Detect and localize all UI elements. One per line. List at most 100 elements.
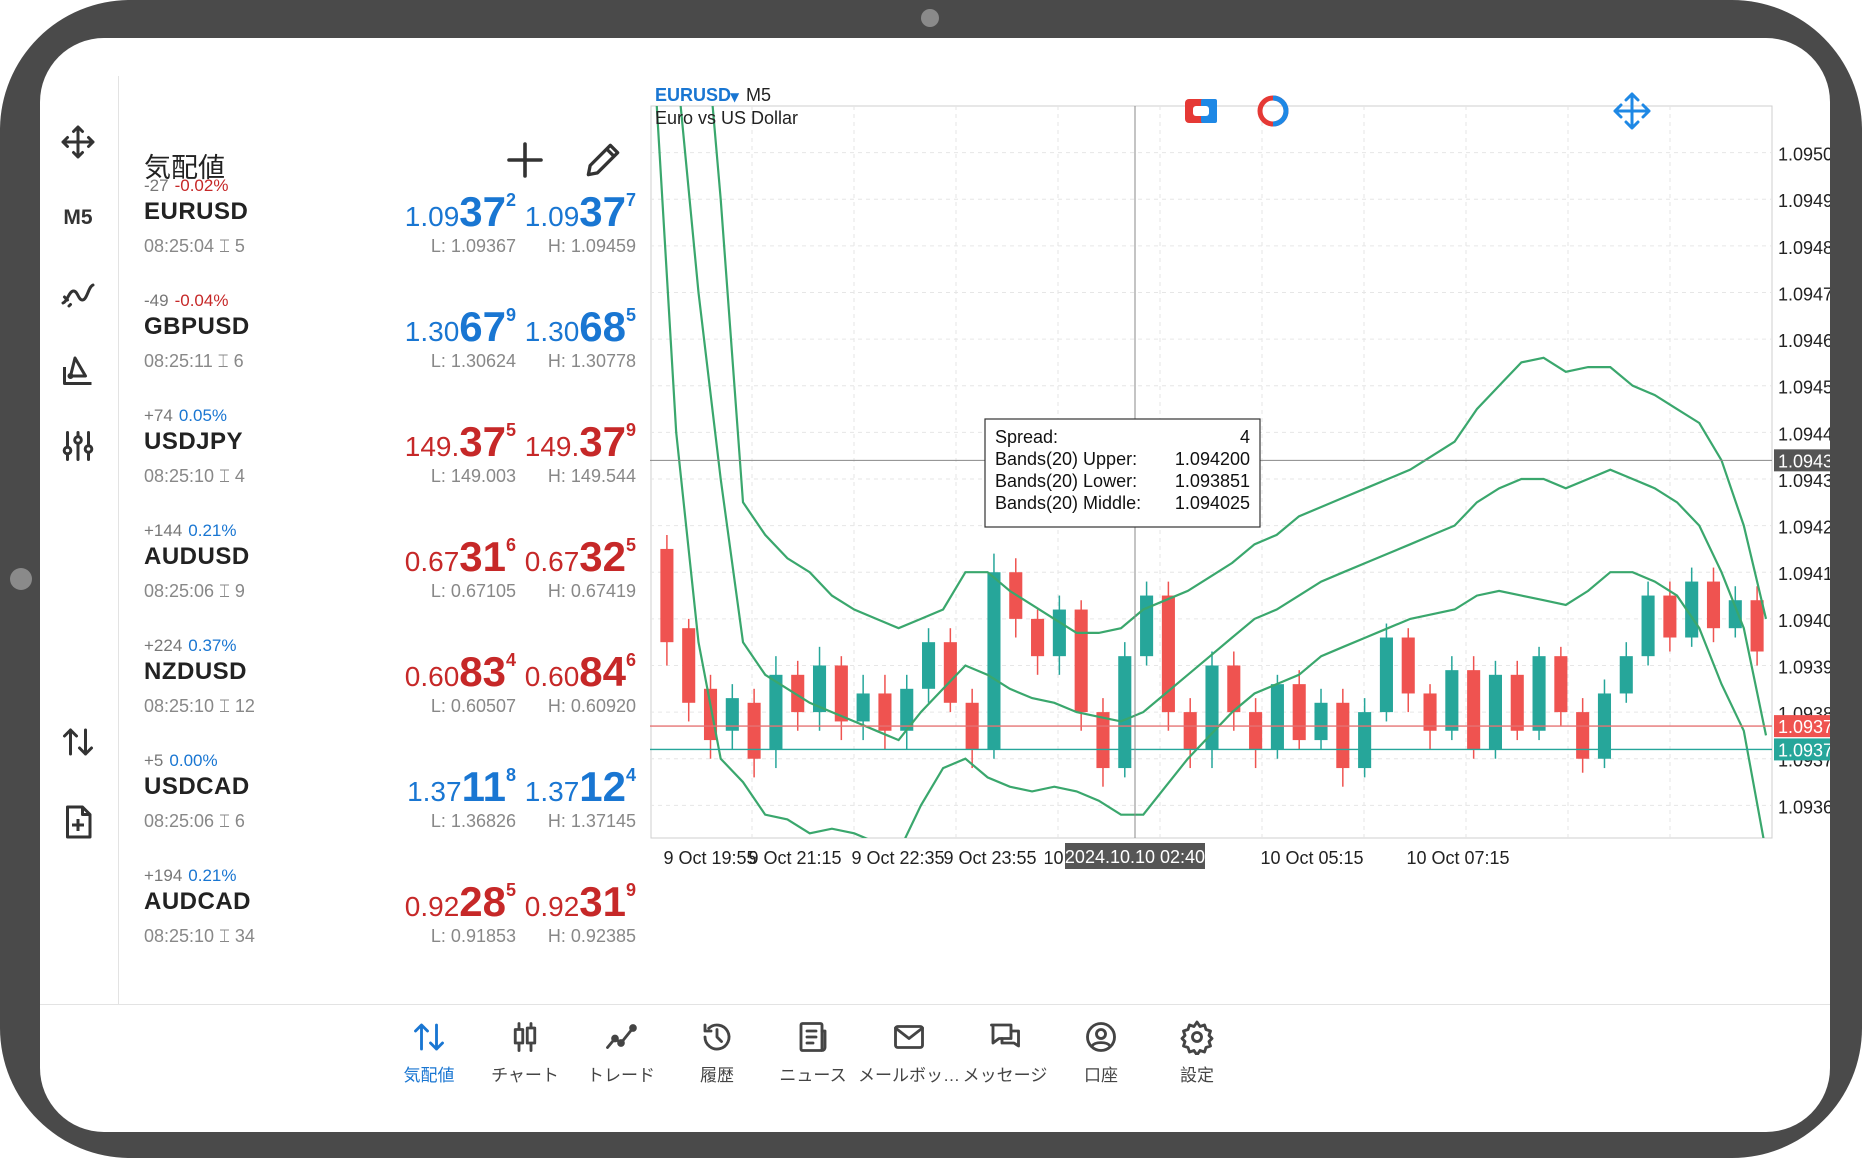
chart-symbol: EURUSD — [655, 85, 731, 105]
chart-area[interactable]: 1.09500 1.09490 1.09480 1.09470 1.09460 1.094… — [650, 76, 1830, 1004]
ask-big: 12 — [579, 763, 626, 810]
x-tick-label: 9 Oct 22:35 — [851, 848, 944, 868]
quote-row-usdjpy[interactable]: +74 0.05% USDJPY 08:25:10 ⌶ 4 149.375 149.379… — [119, 398, 650, 513]
signal-icon-arc — [1272, 95, 1289, 127]
candle-body — [1031, 618, 1045, 657]
bid-price: 0.92285 — [405, 878, 516, 926]
chart-timeframe: M5 — [746, 85, 771, 105]
quote-time: 08:25:10 ⌶ 4 — [144, 466, 245, 487]
nav-news[interactable]: ニュース — [758, 1019, 868, 1086]
nav-settings[interactable]: 設定 — [1142, 1019, 1252, 1086]
ask-pip: 5 — [625, 305, 636, 325]
y-tick-label: 1.09420 — [1778, 518, 1830, 538]
quote-symbol: EURUSD — [144, 198, 249, 225]
y-tick-label: 1.09440 — [1778, 424, 1830, 444]
indicators-icon[interactable] — [54, 270, 102, 318]
spread-icon: ⌶ — [219, 811, 230, 831]
nav-chart[interactable]: チャート — [470, 1019, 580, 1086]
ask-price: 1.30685 — [525, 303, 636, 351]
candle-body — [1423, 693, 1437, 731]
bid-pip: 2 — [505, 190, 516, 210]
quote-row-audusd[interactable]: +144 0.21% AUDUSD 08:25:06 ⌶ 9 0.67316 0.6732… — [119, 513, 650, 628]
ask-big: 68 — [579, 303, 626, 350]
ask-prefix: 0.92 — [524, 891, 580, 922]
crosshair-price-tag — [1774, 449, 1830, 472]
change-points: +144 — [144, 521, 183, 540]
quote-row-nzdusd[interactable]: +224 0.37% NZDUSD 08:25:10 ⌶ 12 0.60834 0.608… — [119, 628, 650, 743]
objects-icon[interactable] — [54, 346, 102, 394]
spread-icon: ⌶ — [219, 466, 230, 486]
plot-content — [655, 106, 1768, 838]
bid-big: 11 — [461, 763, 506, 810]
candle-body — [1510, 674, 1524, 731]
nav-messages[interactable]: メッセージ — [950, 1019, 1060, 1086]
quote-low: L: 149.003 — [430, 466, 516, 486]
crosshair-time-label: 2024.10.10 02:40 — [1065, 847, 1205, 867]
sort-arrows-icon[interactable] — [54, 718, 102, 766]
bid-pip: 6 — [505, 535, 516, 555]
band-middle — [679, 106, 1768, 742]
nav-quotes[interactable]: 気配値 — [374, 1019, 484, 1086]
spread-icon: ⌶ — [217, 351, 229, 371]
nav-mail[interactable]: メールボッ… — [854, 1019, 964, 1086]
change-points: +5 — [144, 751, 164, 770]
y-tick-label: 1.09390 — [1778, 657, 1830, 677]
timeframe-button[interactable]: M5 — [54, 194, 102, 242]
ask-prefix: 0.60 — [524, 661, 580, 692]
ask-big: 37 — [579, 188, 626, 235]
quote-row-usdcad[interactable]: +5 0.00% USDCAD 08:25:06 ⌶ 6 1.37118 1.37124 L… — [119, 743, 650, 858]
bid-pip: 9 — [505, 305, 516, 325]
candle-body — [1576, 712, 1590, 759]
bid-pip: 5 — [505, 880, 516, 900]
quote-high: H: 1.09459 — [547, 236, 636, 256]
ask-pip: 5 — [625, 535, 636, 555]
candle-body — [1706, 581, 1721, 629]
quote-spread: 6 — [233, 351, 244, 371]
ask-big: 32 — [579, 533, 626, 580]
quote-symbol: AUDUSD — [144, 543, 250, 570]
candle-body — [987, 572, 1001, 750]
nav-trade[interactable]: トレード — [566, 1019, 676, 1086]
tooltip-label: Spread: — [995, 427, 1058, 447]
nav-account[interactable]: 口座 — [1046, 1019, 1156, 1086]
ask-price-label: 1.09372 — [1778, 740, 1830, 760]
nav-label: トレード — [587, 1066, 655, 1085]
quote-row-audcad[interactable]: +194 0.21% AUDCAD 08:25:10 ⌶ 34 0.92285 0.923… — [119, 858, 650, 973]
new-order-icon[interactable] — [54, 798, 102, 846]
chart-move-icon[interactable] — [1613, 92, 1651, 130]
x-tick-label: 9 Oct 19:55 — [663, 848, 756, 868]
bottom-navigation: 気配値 チャート トレード 履歴 ニュース メールボッ… メッセージ 口座 設定 — [40, 1004, 1830, 1132]
spread-icon: ⌶ — [219, 926, 230, 946]
quote-row-eurusd[interactable]: -27 -0.02% EURUSD 08:25:04 ⌶ 5 1.09372 1.0937… — [119, 168, 650, 283]
quote-row-gbpusd[interactable]: -49 -0.04% GBPUSD 08:25:11 ⌶ 6 1.30679 1.3068… — [119, 283, 650, 398]
edit-pencil-icon[interactable] — [581, 138, 625, 182]
bid-pip: 8 — [505, 765, 516, 785]
quote-timestamp: 08:25:06 — [144, 581, 215, 601]
quotes-icon — [414, 1023, 444, 1051]
y-tick-label: 1.09360 — [1778, 797, 1830, 817]
one-click-trading-icon-inner — [1193, 106, 1209, 116]
account-icon — [1086, 1022, 1116, 1052]
move-icon[interactable] — [54, 118, 102, 166]
bid-prefix: 149. — [404, 431, 460, 462]
candle-body — [834, 665, 848, 722]
bid-prefix: 0.67 — [404, 546, 460, 577]
messages-icon — [990, 1023, 1020, 1048]
chart-settings-icon[interactable] — [54, 422, 102, 470]
candle-body — [1270, 684, 1284, 750]
y-tick-label: 1.09480 — [1778, 238, 1830, 258]
price-chart[interactable]: 1.09500 1.09490 1.09480 1.09470 1.09460 1.094… — [650, 76, 1830, 1004]
candle-body — [747, 702, 761, 759]
add-symbol-button[interactable] — [501, 136, 549, 184]
quote-spread: 9 — [234, 581, 245, 601]
y-tick-label: 1.09500 — [1778, 145, 1830, 165]
side-button — [10, 568, 32, 590]
candle-body — [1118, 656, 1132, 769]
ask-big: 84 — [579, 648, 626, 695]
bid-big: 37 — [459, 188, 506, 235]
candle-body — [1554, 656, 1568, 713]
quotes-panel: 気配値 -27 -0.02% EURUSD 08:25:04 ⌶ 5 1.09372 1.… — [119, 76, 650, 1004]
y-tick-label: 1.09460 — [1778, 331, 1830, 351]
nav-history[interactable]: 履歴 — [662, 1019, 772, 1086]
quote-time: 08:25:10 ⌶ 34 — [144, 926, 255, 947]
